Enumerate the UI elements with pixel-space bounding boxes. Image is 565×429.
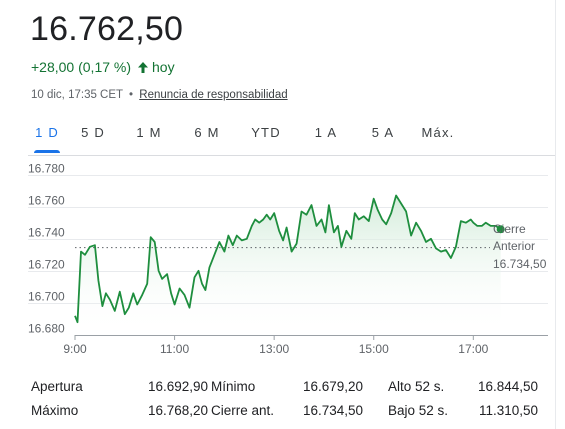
tab-6m[interactable]: 6 M [194,125,220,140]
price-area [75,195,501,335]
tab-1a[interactable]: 1 A [314,125,338,140]
side-panel-edge [555,0,565,429]
stat-value-cierre-ant: 16.734,50 [302,403,363,418]
stat-value-maximo: 16.768,20 [147,403,208,418]
stat-value-apertura: 16.692,90 [147,379,208,394]
last-price-dot [496,225,505,234]
change-value: +28,00 (0,17 %) [31,59,132,75]
stat-value-alto52: 16.844,50 [477,379,538,394]
stat-label-cierre-ant: Cierre ant. [211,403,275,418]
x-tick-label: 15:00 [359,342,389,356]
tabs-divider [28,155,557,156]
stat-label-bajo52: Bajo 52 s. [388,403,449,418]
disclaimer-link[interactable]: Renuncia de responsabilidad [139,89,288,101]
quote-meta: 10 dic, 17:35 CET • Renuncia de responsa… [31,89,288,101]
quote-timestamp: 10 dic, 17:35 CET [31,89,123,101]
tab-max[interactable]: Máx. [421,125,455,140]
arrow-up-icon [138,61,149,73]
y-tick-label: 16.740 [28,226,65,240]
stat-label-minimo: Mínimo [211,379,256,394]
x-tick-label: 11:00 [160,342,189,356]
x-tick-label: 9:00 [63,342,87,356]
y-tick-label: 16.720 [28,258,65,272]
x-axis-labels: 9:00 11:00 13:00 15:00 17:00 [63,335,489,356]
y-axis-labels: 16.780 16.760 16.740 16.720 16.700 16.680 [28,162,65,336]
intraday-chart[interactable]: 16.780 16.760 16.740 16.720 16.700 16.680 Cie… [0,155,565,360]
prev-close-label-2: Anterior [493,239,535,253]
change-period: hoy [152,59,175,75]
tab-1d[interactable]: 1 D [28,118,66,153]
y-tick-label: 16.680 [28,322,65,336]
stat-value-bajo52: 11.310,50 [478,403,538,418]
x-tick-label: 13:00 [259,342,289,356]
stat-label-alto52: Alto 52 s. [388,379,445,394]
stat-label-apertura: Apertura [31,379,83,394]
range-tabs: 1 D 5 D 1 M 6 M YTD 1 A 5 A Máx. [28,118,466,153]
y-tick-label: 16.760 [28,194,65,208]
tab-5d[interactable]: 5 D [81,125,105,140]
tab-5a[interactable]: 5 A [371,125,395,140]
stat-value-minimo: 16.679,20 [302,379,363,394]
meta-separator: • [129,89,134,101]
prev-close-value: 16.734,50 [493,257,547,271]
tab-1m[interactable]: 1 M [136,125,162,140]
stat-label-maximo: Máximo [31,403,79,418]
current-price: 16.762,50 [30,10,184,48]
price-line [74,194,502,324]
prev-close-label: Cierre [493,222,526,236]
price-change: +28,00 (0,17 %) hoy [31,59,175,75]
y-tick-label: 16.780 [28,162,65,176]
x-tick-label: 17:00 [458,342,488,356]
y-tick-label: 16.700 [28,290,65,304]
tab-ytd[interactable]: YTD [251,125,281,140]
